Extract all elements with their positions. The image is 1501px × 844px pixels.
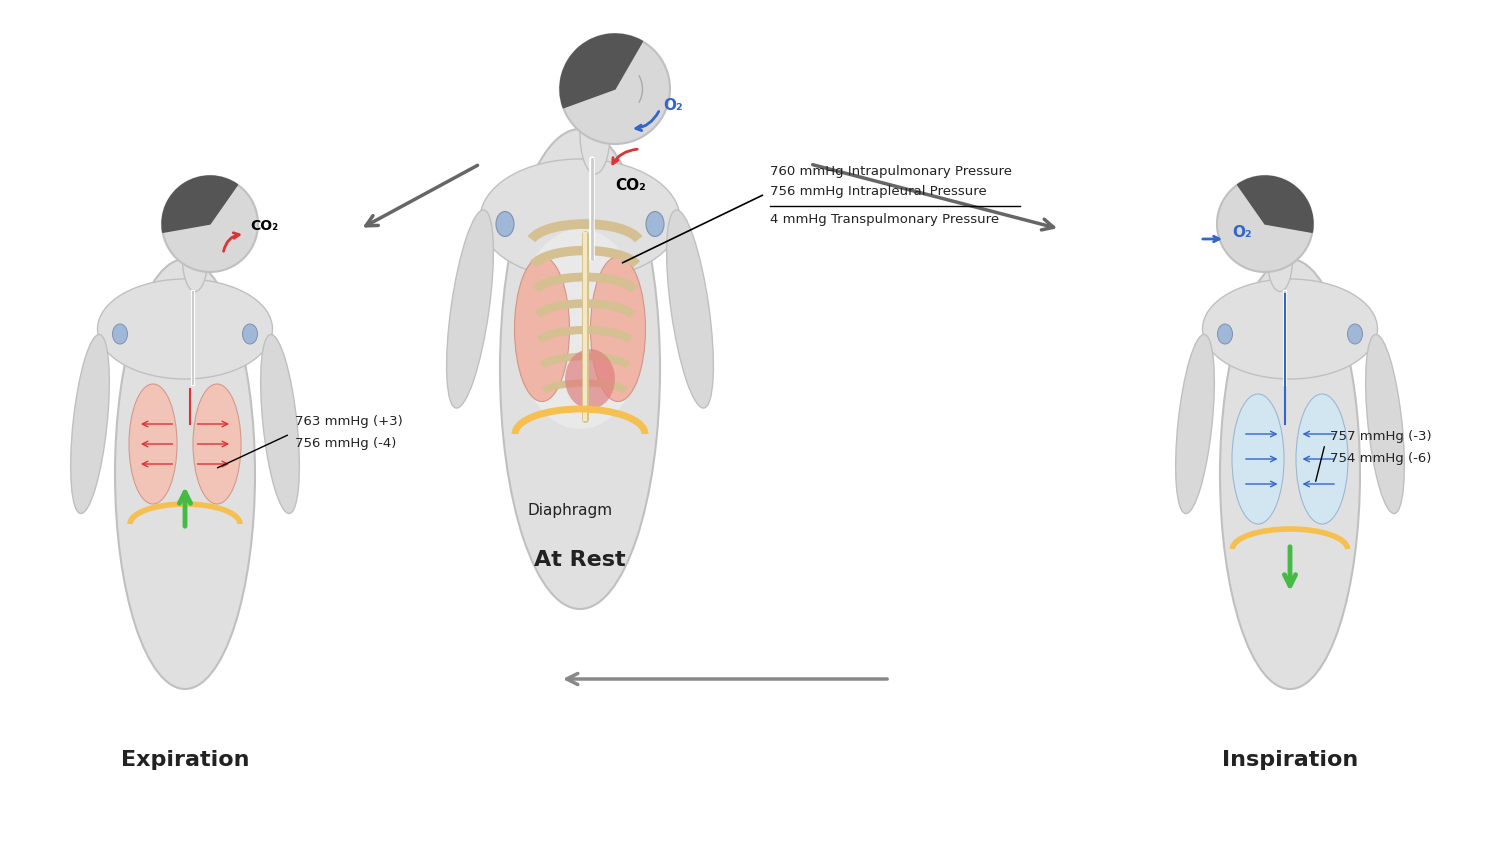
Circle shape <box>162 176 258 273</box>
Ellipse shape <box>447 211 494 408</box>
Ellipse shape <box>500 130 660 609</box>
Ellipse shape <box>1267 227 1292 292</box>
Ellipse shape <box>480 160 680 279</box>
Ellipse shape <box>666 211 713 408</box>
Text: CO₂: CO₂ <box>251 219 278 233</box>
Ellipse shape <box>645 212 663 237</box>
Ellipse shape <box>1348 325 1363 344</box>
Text: 757 mmHg (-3): 757 mmHg (-3) <box>1330 430 1432 442</box>
Ellipse shape <box>495 212 513 237</box>
Ellipse shape <box>116 260 255 690</box>
Ellipse shape <box>564 349 615 409</box>
Wedge shape <box>560 35 642 109</box>
Wedge shape <box>1237 176 1313 233</box>
Ellipse shape <box>590 257 645 402</box>
Ellipse shape <box>1202 279 1378 380</box>
Ellipse shape <box>1217 325 1232 344</box>
Text: 756 mmHg (-4): 756 mmHg (-4) <box>296 436 396 450</box>
Ellipse shape <box>98 279 273 380</box>
Ellipse shape <box>194 385 242 505</box>
Text: Expiration: Expiration <box>120 749 249 769</box>
Ellipse shape <box>1175 335 1214 514</box>
Text: At Rest: At Rest <box>534 549 626 570</box>
Ellipse shape <box>243 325 258 344</box>
Text: 4 mmHg Transpulmonary Pressure: 4 mmHg Transpulmonary Pressure <box>770 213 1000 225</box>
Circle shape <box>560 35 669 145</box>
Text: CO₂: CO₂ <box>615 177 645 192</box>
Ellipse shape <box>71 335 110 514</box>
Text: 756 mmHg Intrapleural Pressure: 756 mmHg Intrapleural Pressure <box>770 185 986 197</box>
Wedge shape <box>162 176 237 233</box>
Text: Diaphragm: Diaphragm <box>527 502 612 517</box>
Text: O₂: O₂ <box>1232 225 1252 240</box>
Ellipse shape <box>1220 260 1360 690</box>
Text: 763 mmHg (+3): 763 mmHg (+3) <box>296 414 402 428</box>
Ellipse shape <box>579 95 609 175</box>
Text: 760 mmHg Intrapulmonary Pressure: 760 mmHg Intrapulmonary Pressure <box>770 165 1012 178</box>
Ellipse shape <box>515 257 569 402</box>
Ellipse shape <box>129 385 177 505</box>
Ellipse shape <box>113 325 128 344</box>
Ellipse shape <box>1366 335 1405 514</box>
Ellipse shape <box>1232 394 1283 524</box>
Ellipse shape <box>261 335 299 514</box>
Ellipse shape <box>1295 394 1348 524</box>
Text: Inspiration: Inspiration <box>1222 749 1358 769</box>
Text: 754 mmHg (-6): 754 mmHg (-6) <box>1330 452 1432 464</box>
Ellipse shape <box>183 227 207 292</box>
Circle shape <box>1217 176 1313 273</box>
Text: O₂: O₂ <box>663 97 683 112</box>
Ellipse shape <box>515 230 645 430</box>
